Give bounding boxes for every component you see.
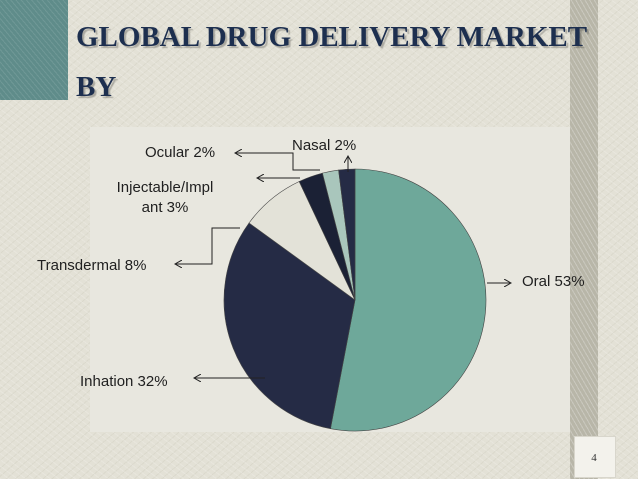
data-label-4: Ocular 2% — [145, 144, 215, 161]
leader-line-4 — [236, 153, 320, 171]
page-number-box — [574, 436, 616, 478]
data-label-5: Nasal 2% — [292, 137, 356, 154]
slide-title-line1: GLOBAL DRUG DELIVERY MARKET BY — [76, 21, 587, 103]
data-label-2: Transdermal 8% — [37, 257, 146, 274]
leader-line-2 — [176, 227, 240, 264]
data-label-line: Transdermal 8% — [37, 257, 146, 274]
decor-left-bar — [0, 0, 68, 100]
decor-right-bar — [570, 0, 598, 479]
slide-title: GLOBAL DRUG DELIVERY MARKET BY ADMINISTR… — [72, 12, 632, 162]
data-label-0: Oral 53% — [522, 273, 585, 290]
pie-slice-1 — [223, 222, 356, 430]
pie-slice-0 — [330, 168, 487, 432]
data-label-line: Ocular 2% — [145, 144, 215, 161]
data-label-line: Injectable/Impl — [117, 179, 214, 196]
data-label-1: Inhation 32% — [80, 373, 168, 390]
data-label-line: Oral 53% — [522, 273, 585, 290]
page-number: 4 — [591, 452, 597, 464]
data-label-line: Inhation 32% — [80, 373, 168, 390]
data-label-3: Injectable/Impl ant 3% — [117, 179, 214, 216]
data-label-line: ant 3% — [142, 199, 189, 216]
pie-slice-5 — [338, 168, 356, 301]
data-label-line: Nasal 2% — [292, 137, 356, 154]
